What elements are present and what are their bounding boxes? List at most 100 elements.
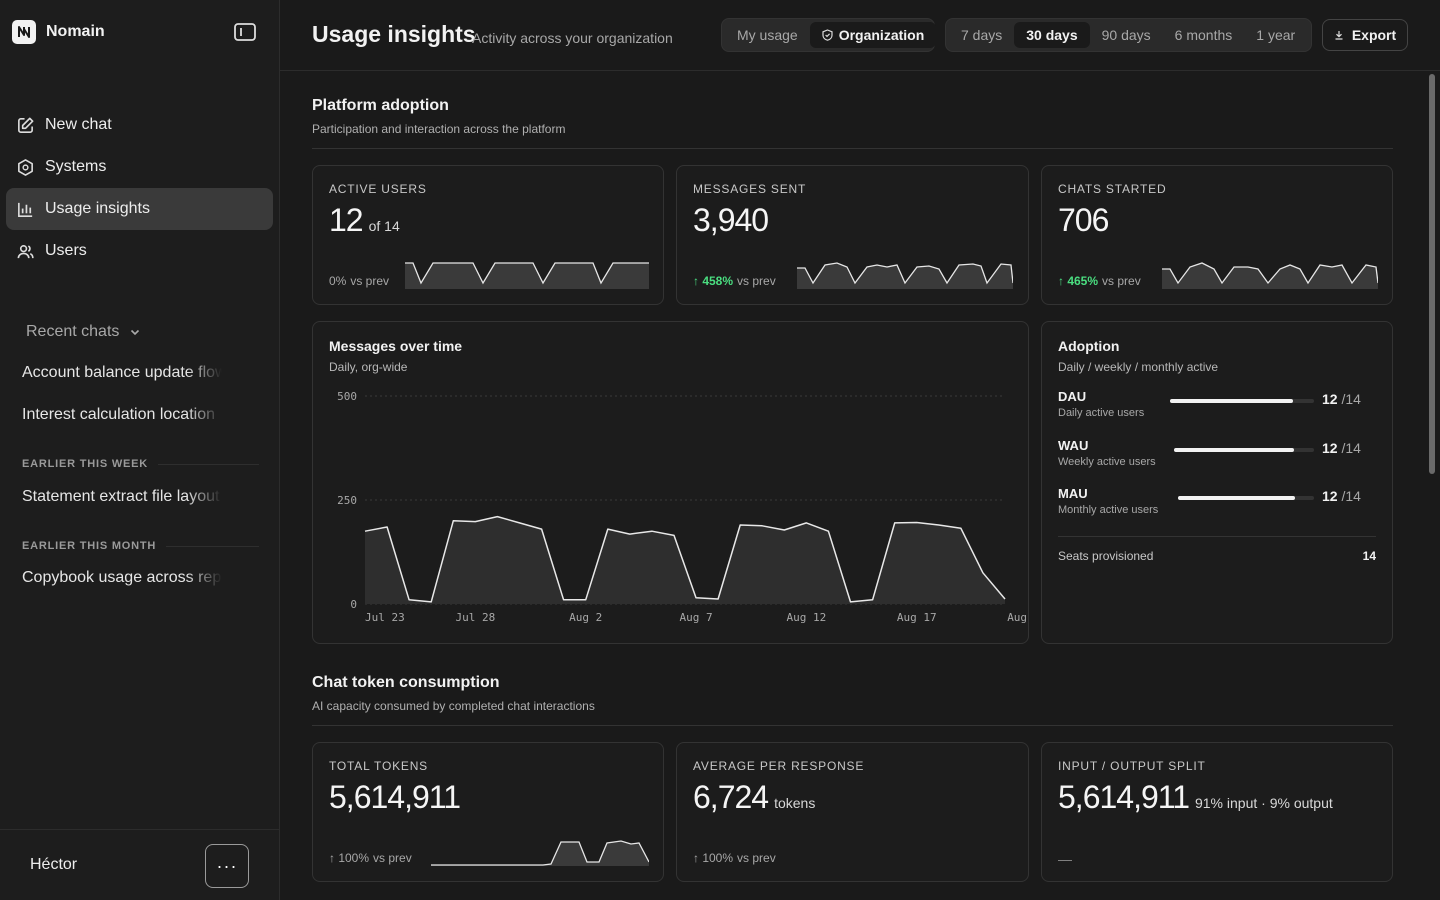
- adoption-value-number: 12: [1322, 488, 1338, 504]
- sparkline: [797, 262, 1013, 289]
- recent-chat-item[interactable]: Interest calculation location: [22, 406, 215, 423]
- chat-group-label-text: EARLIER THIS WEEK: [22, 458, 149, 470]
- kpi-label: MESSAGES SENT: [693, 182, 807, 196]
- section-title-tokens: Chat token consumption: [312, 674, 500, 691]
- adoption-metric-desc: Daily active users: [1058, 407, 1145, 419]
- brand[interactable]: Nomain: [12, 20, 105, 44]
- section-subtitle-platform: Participation and interaction across the…: [312, 122, 566, 136]
- adoption-value: 12 /14: [1322, 440, 1361, 456]
- kpi-value: 706: [1058, 202, 1109, 239]
- tab-label: Organization: [838, 27, 925, 43]
- kpi-number: 706: [1058, 202, 1109, 238]
- main-content: Usage insights Activity across your orga…: [280, 0, 1440, 900]
- kpi-delta-value: ↑ 465%: [1058, 274, 1099, 288]
- kpi-number: 5,614,911: [329, 779, 461, 815]
- sidebar-footer: Héctor ···: [0, 829, 279, 900]
- shield-icon: [822, 29, 833, 41]
- page-subtitle: Activity across your organization: [472, 30, 673, 46]
- recent-chat-item[interactable]: Statement extract file layout: [22, 488, 220, 505]
- user-name[interactable]: Héctor: [30, 856, 78, 873]
- adoption-value-number: 12: [1322, 440, 1338, 456]
- chart-subtitle: Daily, org-wide: [329, 360, 408, 374]
- kpi-delta: ↑ 458% vs prev: [693, 274, 776, 288]
- brand-name: Nomain: [46, 23, 105, 40]
- seats-provisioned-value: 14: [1362, 549, 1376, 563]
- adoption-bar-fill: [1174, 448, 1294, 452]
- adoption-subtitle: Daily / weekly / monthly active: [1058, 360, 1219, 374]
- adoption-title: Adoption: [1058, 338, 1120, 354]
- kpi-unit: 91% input · 9% output: [1194, 795, 1333, 811]
- kpi-value: 5,614,911 91% input · 9% output: [1058, 779, 1333, 816]
- section-divider: [312, 725, 1393, 726]
- recent-chats-label: Recent chats: [26, 323, 120, 340]
- kpi-unit: tokens: [774, 795, 816, 811]
- kpi-value: 12 of 14: [329, 202, 400, 239]
- scroll-thumb[interactable]: [1429, 74, 1435, 474]
- kpi-unit: of 14: [368, 218, 400, 234]
- tab-organization[interactable]: Organization: [809, 22, 937, 48]
- divider: [1058, 536, 1376, 537]
- y-tick-label: 500: [337, 390, 357, 403]
- sparkline: [405, 262, 649, 289]
- kpi-card-messages-sent: MESSAGES SENT 3,940 ↑ 458% vs prev: [676, 165, 1029, 305]
- kpi-delta-suffix: vs prev: [373, 851, 412, 865]
- kpi-label: INPUT / OUTPUT SPLIT: [1058, 759, 1206, 773]
- adoption-row-dau: DAU Daily active users 12 /14: [1058, 389, 1376, 423]
- x-tick-label: Jul 28: [455, 611, 495, 624]
- kpi-label: TOTAL TOKENS: [329, 759, 428, 773]
- nav-item-users[interactable]: Users: [6, 230, 273, 272]
- sidebar: Nomain New chat Systems Usage insights U…: [0, 0, 280, 900]
- kpi-delta: 0% vs prev: [329, 274, 389, 288]
- nav-item-systems[interactable]: Systems: [6, 146, 273, 188]
- kpi-delta: ↑ 100% vs prev: [329, 851, 412, 865]
- tab-label: My usage: [737, 27, 798, 43]
- adoption-metric-name: WAU: [1058, 438, 1089, 453]
- kpi-value: 6,724 tokens: [693, 779, 815, 816]
- x-tick-label: Aug 7: [679, 611, 712, 624]
- x-tick-label: Jul 23: [365, 611, 405, 624]
- recent-chat-item[interactable]: Account balance update flow: [22, 364, 222, 381]
- sidebar-toggle-icon[interactable]: [233, 22, 257, 42]
- kpi-delta-empty: —: [1058, 851, 1072, 867]
- tab-my-usage[interactable]: My usage: [725, 22, 810, 48]
- adoption-value-total: /14: [1341, 440, 1361, 456]
- range-1-year[interactable]: 1 year: [1256, 27, 1296, 43]
- range-90-days[interactable]: 90 days: [1101, 27, 1151, 43]
- adoption-metric-name: DAU: [1058, 389, 1087, 404]
- area-fill: [365, 516, 1005, 604]
- adoption-metric-desc: Monthly active users: [1058, 504, 1159, 516]
- messages-area-chart: 0 250 500 Jul 23 Jul 28 Aug 2 Aug 7 Aug 12 Aug 1…: [337, 390, 1030, 624]
- range-7-days[interactable]: 7 days: [961, 27, 1003, 43]
- nav-item-usage-insights[interactable]: Usage insights: [6, 188, 273, 230]
- range-6-months[interactable]: 6 months: [1174, 27, 1233, 43]
- adoption-bar: [1178, 496, 1314, 500]
- scope-switcher: My usage Organization: [721, 18, 937, 52]
- kpi-delta-suffix: vs prev: [737, 851, 776, 865]
- kpi-delta-value: ↑ 100%: [329, 851, 370, 865]
- series-line: [364, 515, 1006, 603]
- nav-item-new-chat[interactable]: New chat: [6, 104, 273, 146]
- nav-label: New chat: [45, 116, 112, 133]
- range-30-days[interactable]: 30 days: [1014, 22, 1090, 48]
- scrollbar[interactable]: [1427, 72, 1437, 900]
- kpi-delta-suffix: vs prev: [1102, 274, 1141, 288]
- divider: [166, 545, 259, 547]
- kpi-label: CHATS STARTED: [1058, 182, 1167, 196]
- kpi-label: AVERAGE PER RESPONSE: [693, 759, 865, 773]
- recent-chat-item[interactable]: Copybook usage across repos: [22, 569, 222, 586]
- nav-label: Systems: [45, 158, 107, 175]
- adoption-bar-fill: [1178, 496, 1295, 500]
- recent-chats-toggle[interactable]: Recent chats: [26, 323, 141, 341]
- bar-chart-icon: [18, 202, 33, 217]
- main-nav: New chat Systems Usage insights Users: [6, 104, 273, 272]
- chat-group-label-text: EARLIER THIS MONTH: [22, 540, 157, 552]
- x-tick-label: Aug 22: [1007, 611, 1030, 624]
- kpi-value: 3,940: [693, 202, 769, 239]
- more-options-button[interactable]: ···: [205, 844, 249, 888]
- kpi-label: ACTIVE USERS: [329, 182, 427, 196]
- hexagon-icon: [18, 158, 33, 176]
- nomain-logo-icon: [12, 20, 36, 44]
- export-button[interactable]: Export: [1322, 19, 1408, 51]
- kpi-card-total-tokens: TOTAL TOKENS 5,614,911 ↑ 100% vs prev: [312, 742, 664, 882]
